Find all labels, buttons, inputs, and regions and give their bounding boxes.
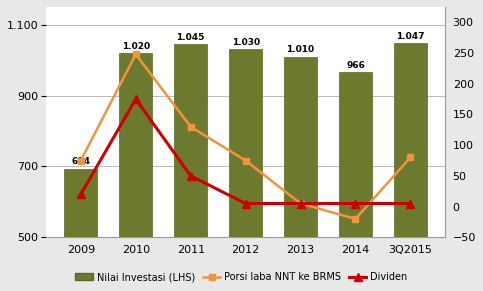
Text: 1.020: 1.020 (122, 42, 150, 51)
Legend: Nilai Investasi (LHS), Porsi laba NNT ke BRMS, Dividen: Nilai Investasi (LHS), Porsi laba NNT ke… (71, 268, 412, 286)
Bar (339, 72, 372, 291)
Bar (229, 49, 262, 291)
Text: 1.045: 1.045 (176, 33, 205, 42)
Text: 1.047: 1.047 (396, 32, 425, 41)
Bar (119, 53, 152, 291)
Text: 694: 694 (71, 157, 90, 166)
Text: 1.010: 1.010 (286, 45, 314, 54)
Bar (174, 44, 207, 291)
Bar (64, 168, 97, 291)
Bar (394, 43, 427, 291)
Bar (284, 56, 317, 291)
Text: 1.030: 1.030 (231, 38, 260, 47)
Text: 966: 966 (346, 61, 365, 70)
